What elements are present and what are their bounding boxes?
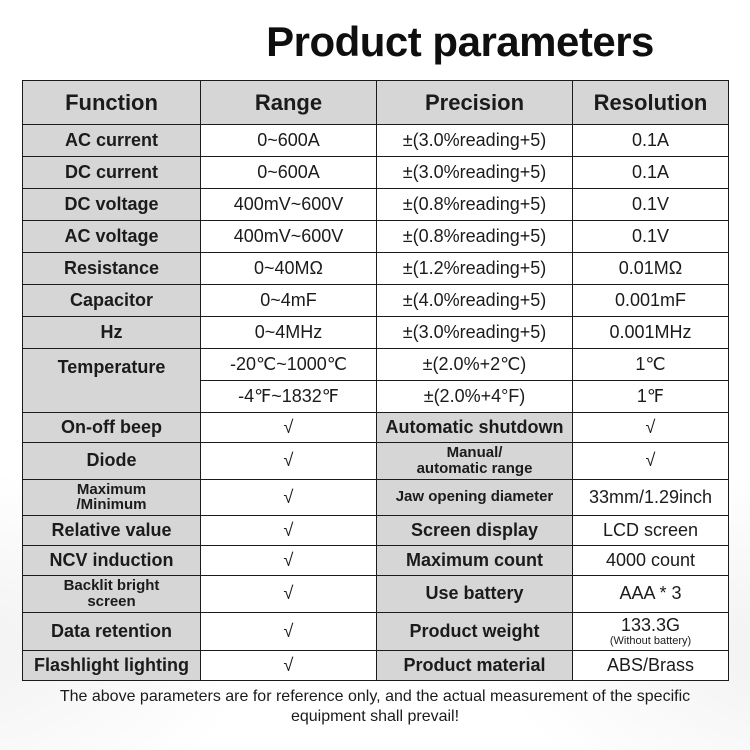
- range-cell: 400mV~600V: [201, 221, 377, 253]
- fn-cell: Diode: [23, 443, 201, 480]
- value-cell: √: [201, 443, 377, 480]
- fn-cell: DC current: [23, 157, 201, 189]
- table-row: DC voltage400mV~600V±(0.8%reading+5)0.1V: [23, 189, 729, 221]
- range-cell: 0~40MΩ: [201, 253, 377, 285]
- table-row: DC current0~600A±(3.0%reading+5)0.1A: [23, 157, 729, 189]
- table-row: Hz0~4MHz±(3.0%reading+5)0.001MHz: [23, 317, 729, 349]
- precision-cell: ±(0.8%reading+5): [377, 189, 573, 221]
- resolution-cell: 0.1V: [573, 189, 729, 221]
- col-function: Function: [23, 81, 201, 125]
- resolution-cell: 1℃: [573, 349, 729, 381]
- table-row: Relative value√Screen displayLCD screen: [23, 516, 729, 546]
- value-cell: √: [201, 650, 377, 680]
- fn-cell: On-off beep: [23, 413, 201, 443]
- value-cell: 133.3G(Without battery): [573, 612, 729, 650]
- feature-cell: Screen display: [377, 516, 573, 546]
- parameters-table: Function Range Precision Resolution AC c…: [22, 80, 729, 681]
- fn-cell: NCV induction: [23, 546, 201, 576]
- fn-cell: Resistance: [23, 253, 201, 285]
- fn-cell: Maximum/Minimum: [23, 479, 201, 516]
- resolution-cell: 0.01MΩ: [573, 253, 729, 285]
- value-cell: LCD screen: [573, 516, 729, 546]
- table-row: Resistance0~40MΩ±(1.2%reading+5)0.01MΩ: [23, 253, 729, 285]
- fn-cell: AC voltage: [23, 221, 201, 253]
- range-cell: -20℃~1000℃: [201, 349, 377, 381]
- range-cell: 0~4MHz: [201, 317, 377, 349]
- fn-cell: Flashlight lighting: [23, 650, 201, 680]
- range-cell: 0~4mF: [201, 285, 377, 317]
- range-cell: -4℉~1832℉: [201, 381, 377, 413]
- value-cell: √: [201, 546, 377, 576]
- table-row: Flashlight lighting√Product materialABS/…: [23, 650, 729, 680]
- table-row: Capacitor0~4mF±(4.0%reading+5)0.001mF: [23, 285, 729, 317]
- value-cell: √: [573, 413, 729, 443]
- resolution-cell: 0.1A: [573, 125, 729, 157]
- feature-cell: Use battery: [377, 576, 573, 613]
- table-row: Diode√Manual/automatic range√: [23, 443, 729, 480]
- value-cell: √: [201, 413, 377, 443]
- value-cell: 4000 count: [573, 546, 729, 576]
- fn-cell: Backlit brightscreen: [23, 576, 201, 613]
- feature-cell: Jaw opening diameter: [377, 479, 573, 516]
- resolution-cell: 0.001MHz: [573, 317, 729, 349]
- value-cell: √: [201, 576, 377, 613]
- table-row: AC voltage400mV~600V±(0.8%reading+5)0.1V: [23, 221, 729, 253]
- value-cell: AAA * 3: [573, 576, 729, 613]
- value-cell: ABS/Brass: [573, 650, 729, 680]
- feature-cell: Maximum count: [377, 546, 573, 576]
- precision-cell: ±(2.0%+2℃): [377, 349, 573, 381]
- feature-cell: Product weight: [377, 612, 573, 650]
- table-row: Maximum/Minimum√Jaw opening diameter33mm…: [23, 479, 729, 516]
- feature-cell: Manual/automatic range: [377, 443, 573, 480]
- col-range: Range: [201, 81, 377, 125]
- range-cell: 0~600A: [201, 157, 377, 189]
- fn-cell: DC voltage: [23, 189, 201, 221]
- feature-cell: Automatic shutdown: [377, 413, 573, 443]
- table-row: Data retention√Product weight133.3G(With…: [23, 612, 729, 650]
- table-row: Temperature-20℃~1000℃±(2.0%+2℃)1℃: [23, 349, 729, 381]
- table-row: Backlit brightscreen√Use batteryAAA * 3: [23, 576, 729, 613]
- fn-cell: Data retention: [23, 612, 201, 650]
- table-header-row: Function Range Precision Resolution: [23, 81, 729, 125]
- precision-cell: ±(3.0%reading+5): [377, 157, 573, 189]
- precision-cell: ±(4.0%reading+5): [377, 285, 573, 317]
- fn-cell: Hz: [23, 317, 201, 349]
- col-precision: Precision: [377, 81, 573, 125]
- range-cell: 400mV~600V: [201, 189, 377, 221]
- page-title: Product parameters: [192, 18, 728, 66]
- resolution-cell: 0.1V: [573, 221, 729, 253]
- precision-cell: ±(2.0%+4°F): [377, 381, 573, 413]
- precision-cell: ±(3.0%reading+5): [377, 125, 573, 157]
- precision-cell: ±(0.8%reading+5): [377, 221, 573, 253]
- fn-cell: Capacitor: [23, 285, 201, 317]
- table-row: On-off beep√Automatic shutdown√: [23, 413, 729, 443]
- value-cell: √: [573, 443, 729, 480]
- feature-cell: Product material: [377, 650, 573, 680]
- precision-cell: ±(3.0%reading+5): [377, 317, 573, 349]
- table-row: NCV induction√Maximum count4000 count: [23, 546, 729, 576]
- resolution-cell: 0.1A: [573, 157, 729, 189]
- table-row: AC current0~600A±(3.0%reading+5)0.1A: [23, 125, 729, 157]
- value-cell: √: [201, 516, 377, 546]
- range-cell: 0~600A: [201, 125, 377, 157]
- resolution-cell: 1℉: [573, 381, 729, 413]
- fn-cell: AC current: [23, 125, 201, 157]
- precision-cell: ±(1.2%reading+5): [377, 253, 573, 285]
- value-cell: 33mm/1.29inch: [573, 479, 729, 516]
- footnote-text: The above parameters are for reference o…: [22, 687, 728, 727]
- fn-cell: Relative value: [23, 516, 201, 546]
- fn-cell: Temperature: [23, 349, 201, 413]
- col-resolution: Resolution: [573, 81, 729, 125]
- value-cell: √: [201, 612, 377, 650]
- value-cell: √: [201, 479, 377, 516]
- resolution-cell: 0.001mF: [573, 285, 729, 317]
